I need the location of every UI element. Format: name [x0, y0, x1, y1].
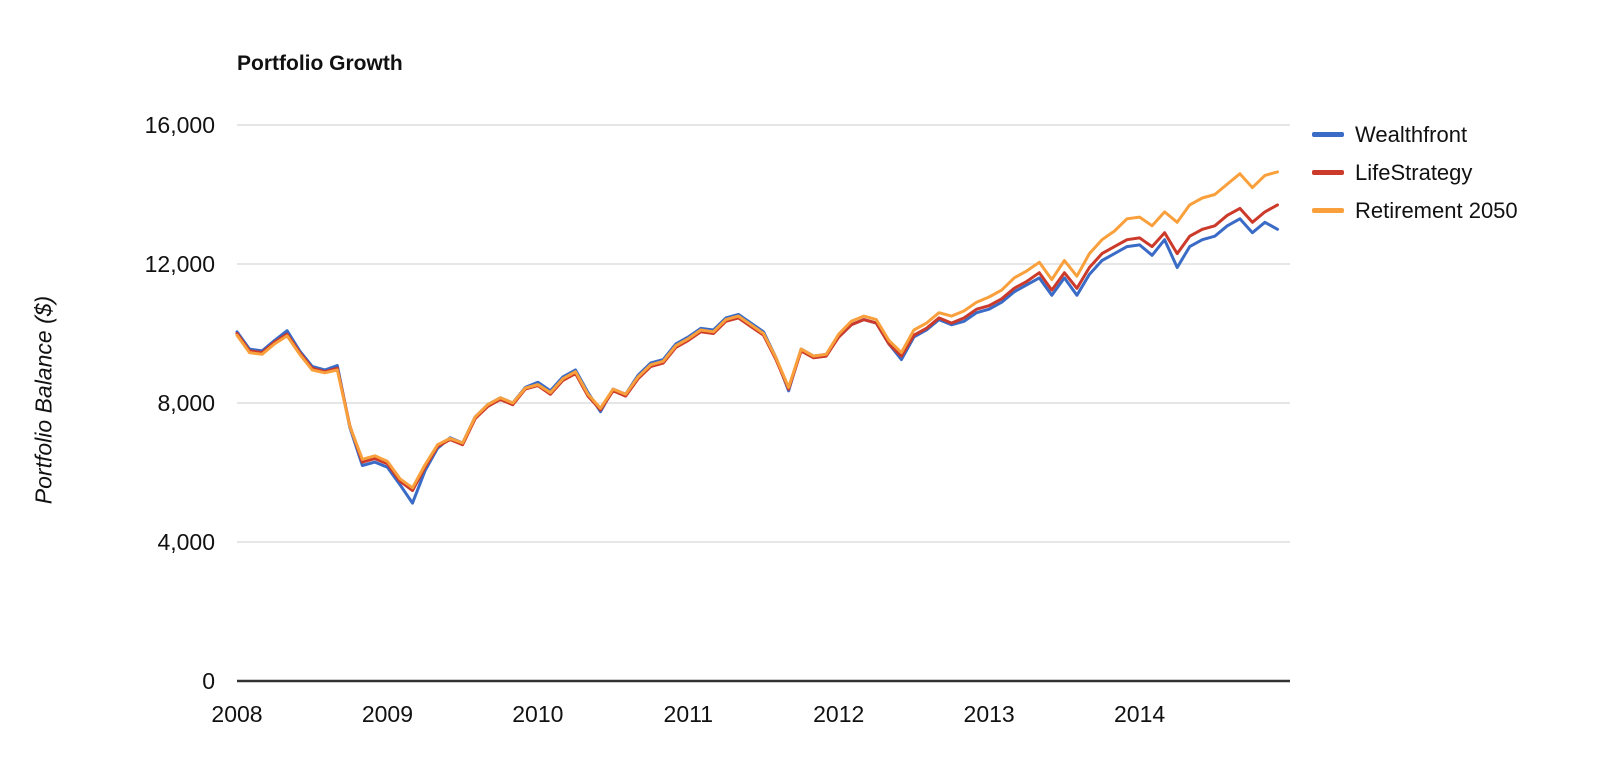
- y-tick-label: 12,000: [145, 251, 215, 277]
- legend-line-swatch-retirement-2050: [1312, 208, 1344, 213]
- x-tick-label: 2012: [813, 701, 864, 727]
- y-tick-label: 4,000: [157, 529, 215, 555]
- chart-legend: Wealthfront LifeStrategy Retirement 2050: [1312, 120, 1518, 225]
- series-line-lifestrategy: [235, 203, 1279, 493]
- chart-title: Portfolio Growth: [237, 52, 403, 75]
- legend-label-retirement-2050: Retirement 2050: [1355, 197, 1518, 223]
- series-line-wealthfront: [235, 217, 1279, 505]
- x-tick-label: 2010: [512, 701, 563, 727]
- y-tick-label: 8,000: [157, 390, 215, 416]
- y-axis-title: Portfolio Balance ($): [30, 295, 57, 505]
- x-tick-label: 2014: [1114, 701, 1165, 727]
- y-tick-label: 16,000: [145, 112, 215, 138]
- y-tick-label: 0: [202, 668, 215, 694]
- x-tick-label: 2008: [211, 701, 262, 727]
- series-line-retirement-2050: [235, 170, 1279, 490]
- legend-label-lifestrategy: LifeStrategy: [1355, 159, 1473, 185]
- legend-label-wealthfront: Wealthfront: [1355, 121, 1468, 147]
- legend-line-swatch-wealthfront: [1312, 132, 1344, 137]
- legend-item-wealthfront: Wealthfront: [1312, 120, 1518, 149]
- x-tick-label: 2013: [964, 701, 1015, 727]
- x-tick-label: 2009: [362, 701, 413, 727]
- legend-item-retirement-2050: Retirement 2050: [1312, 196, 1518, 225]
- legend-line-swatch-lifestrategy: [1312, 170, 1344, 175]
- legend-item-lifestrategy: LifeStrategy: [1312, 158, 1518, 187]
- x-tick-label: 2011: [664, 701, 713, 727]
